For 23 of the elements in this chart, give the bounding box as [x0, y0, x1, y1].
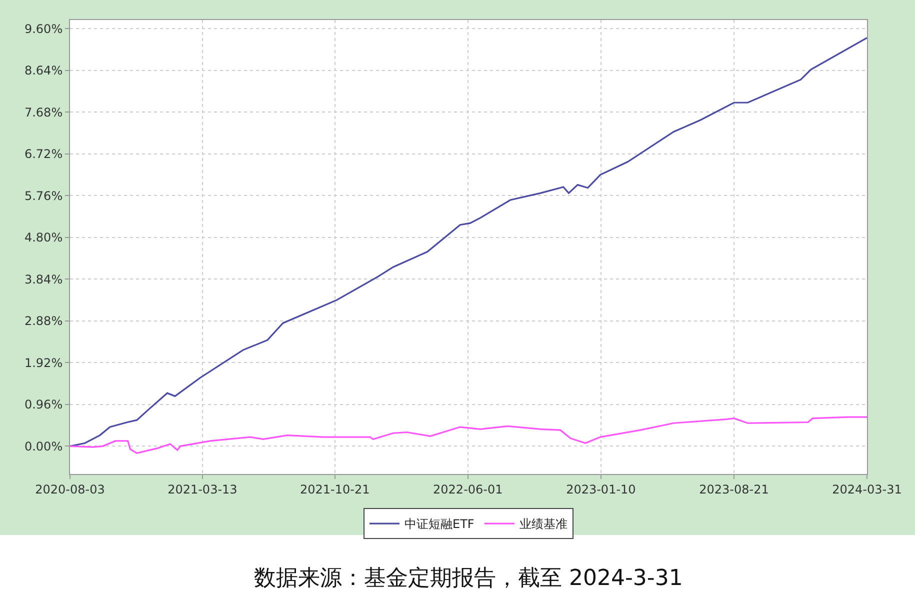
x-tick-label: 2023-08-21	[699, 482, 769, 496]
x-tick-label: 2022-06-01	[433, 482, 503, 496]
x-tick-label: 2021-10-21	[300, 482, 370, 496]
y-tick-label: 0.96%	[24, 398, 63, 412]
line-series	[70, 37, 867, 447]
y-tick-label: 7.68%	[24, 105, 63, 120]
y-tick-label: 0.00%	[24, 439, 63, 454]
y-tick-label: 5.76%	[24, 188, 63, 203]
y-tick-label: 9.60%	[24, 22, 63, 36]
x-tick-label: 2023-01-10	[566, 482, 636, 496]
y-tick-label: 4.80%	[24, 230, 63, 245]
legend-label: 中证短融ETF	[404, 517, 474, 532]
y-tick-label: 2.88%	[24, 314, 63, 328]
x-tick-label: 2020-08-03	[35, 482, 105, 496]
y-tick-label: 3.84%	[24, 272, 63, 286]
x-tick-label: 2021-03-13	[168, 482, 238, 496]
y-tick-label: 6.72%	[24, 147, 63, 162]
line-series	[70, 416, 867, 454]
y-tick-label: 8.64%	[24, 64, 63, 78]
legend-label: 业绩基准	[519, 517, 568, 532]
source-note: 数据来源：基金定期报告，截至 2024-3-31	[254, 566, 683, 591]
y-tick-label: 1.92%	[24, 356, 63, 370]
x-tick-label: 2024-03-31	[832, 482, 902, 496]
